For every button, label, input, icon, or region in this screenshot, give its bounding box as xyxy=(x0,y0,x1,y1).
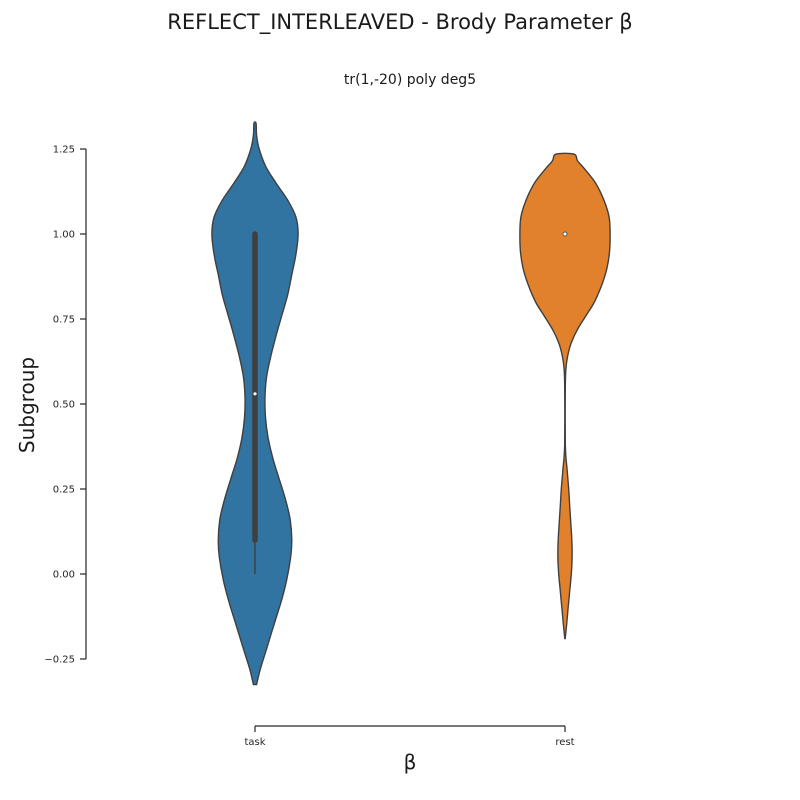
y-tick-label: 0.50 xyxy=(53,400,75,411)
figure-title: REFLECT_INTERLEAVED - Brody Parameter β xyxy=(167,10,633,34)
chart-title: tr(1,-20) poly deg5 xyxy=(343,72,477,88)
violin-rest xyxy=(519,152,611,640)
y-tick-label: 0.00 xyxy=(53,570,75,581)
x-tick-label-task: task xyxy=(244,737,265,748)
y-tick-label: 1.25 xyxy=(53,145,75,156)
y-axis: −0.25 0.00 0.25 0.50 0.75 1.00 1.25 xyxy=(44,145,87,666)
y-tick-label: 1.00 xyxy=(53,230,75,241)
x-axis: task rest xyxy=(244,725,575,748)
x-axis-label: β xyxy=(404,750,417,774)
y-tick-label: 0.75 xyxy=(53,315,75,326)
median-point-task xyxy=(252,391,258,397)
y-tick-label: 0.25 xyxy=(53,485,75,496)
y-axis-label: Subgroup xyxy=(15,357,39,453)
x-tick-label-rest: rest xyxy=(555,737,574,748)
y-tick-label: −0.25 xyxy=(44,655,75,666)
violins-layer xyxy=(211,121,611,686)
median-point-rest xyxy=(562,231,568,237)
